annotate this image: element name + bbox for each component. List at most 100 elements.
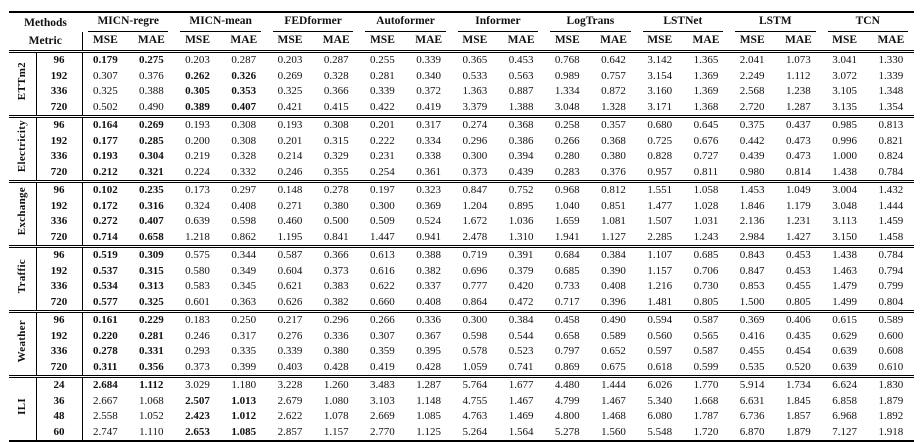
metric-header: MAE <box>507 34 535 46</box>
dataset-label-text: Traffic <box>15 259 28 294</box>
horizon-label: 48 <box>36 409 83 425</box>
horizon-label: 720 <box>36 99 83 117</box>
horizon-label: 96 <box>36 181 83 199</box>
method-label: LogTrans <box>550 13 631 32</box>
metric-header: MAE <box>137 34 165 46</box>
value-cell: 1.438 <box>832 165 857 178</box>
value-cell: 0.784 <box>878 165 904 178</box>
value-cell: 5.278 <box>554 425 580 438</box>
value-cell: 0.287 <box>323 54 349 66</box>
value-cell: 0.281 <box>370 69 395 82</box>
table-row: ETTm2 96 0.179 0.275 0.203 0.287 0.203 0.287 0.2… <box>9 51 914 117</box>
dataset-label-text: Weather <box>15 320 28 363</box>
value-cell: 2.770 <box>370 425 395 438</box>
value-cell: 0.203 <box>185 54 210 66</box>
value-cell: 0.197 <box>370 184 395 196</box>
value-cell: 0.321 <box>138 165 164 178</box>
value-cell: 1.892 <box>878 410 904 422</box>
value-cell: 0.805 <box>693 295 719 308</box>
value-cell: 1.477 <box>647 199 673 212</box>
value-cell: 0.394 <box>508 150 534 162</box>
value-cell: 0.382 <box>416 264 442 277</box>
value-cell: 0.864 <box>462 295 488 308</box>
value-cell: 0.435 <box>786 329 811 342</box>
value-cell: 3.105 <box>832 85 857 97</box>
value-cell: 0.388 <box>416 249 442 261</box>
value-cell: 0.502 <box>92 100 118 113</box>
value-cell: 0.616 <box>370 264 395 277</box>
table-row: 36 2.667 1.068 2.507 1.013 2.679 1.080 3.103 1.1… <box>9 393 914 409</box>
value-cell: 0.847 <box>739 264 765 277</box>
value-cell: 5.340 <box>647 394 673 407</box>
value-cell: 2.558 <box>92 410 118 422</box>
value-cell: 0.437 <box>786 119 811 131</box>
value-cell: 0.308 <box>231 134 257 147</box>
value-cell: 0.323 <box>416 184 442 196</box>
dataset-label-text: Electricity <box>15 120 28 173</box>
value-cell: 6.968 <box>832 410 857 422</box>
value-cell: 2.507 <box>185 394 210 407</box>
value-cell: 0.161 <box>92 314 118 326</box>
value-cell: 0.719 <box>462 249 488 261</box>
value-cell: 1.467 <box>508 394 534 407</box>
value-cell: 0.269 <box>277 69 303 82</box>
value-cell: 5.548 <box>647 425 673 438</box>
value-cell: 4.480 <box>554 379 580 391</box>
value-cell: 0.316 <box>138 199 164 212</box>
value-cell: 0.957 <box>647 165 673 178</box>
value-cell: 0.246 <box>185 329 210 342</box>
value-cell: 0.193 <box>277 119 303 131</box>
value-cell: 0.784 <box>878 249 904 261</box>
value-cell: 0.621 <box>277 280 303 292</box>
value-cell: 0.396 <box>601 295 626 308</box>
value-cell: 1.787 <box>693 410 719 422</box>
horizon-label: 36 <box>36 393 83 409</box>
value-cell: 1.564 <box>508 425 534 438</box>
value-cell: 1.110 <box>139 425 164 438</box>
value-cell: 0.599 <box>693 360 719 373</box>
value-cell: 1.085 <box>231 425 257 438</box>
value-cell: 0.324 <box>185 199 210 212</box>
value-cell: 0.768 <box>554 54 580 66</box>
value-cell: 0.408 <box>601 280 626 292</box>
horizon-label: 96 <box>36 51 83 69</box>
value-cell: 0.941 <box>416 230 442 243</box>
value-cell: 0.862 <box>231 230 257 243</box>
value-cell: 0.254 <box>370 165 395 178</box>
value-cell: 2.857 <box>277 425 303 438</box>
value-cell: 3.113 <box>832 215 857 227</box>
horizon-label: 192 <box>36 328 83 344</box>
value-cell: 1.453 <box>739 184 765 196</box>
value-cell: 1.845 <box>786 394 811 407</box>
value-cell: 0.380 <box>323 199 349 212</box>
metric-header: MSE <box>554 34 580 46</box>
value-cell: 0.235 <box>138 184 164 196</box>
value-cell: 0.220 <box>92 329 118 342</box>
value-cell: 0.777 <box>462 280 488 292</box>
horizon-label: 720 <box>36 164 83 182</box>
value-cell: 1.551 <box>647 184 673 196</box>
value-cell: 1.180 <box>231 379 257 391</box>
metric-header: MAE <box>784 34 812 46</box>
value-cell: 0.344 <box>231 249 257 261</box>
value-cell: 3.228 <box>277 379 303 391</box>
value-cell: 1.734 <box>786 379 811 391</box>
value-cell: 1.328 <box>601 100 626 113</box>
value-cell: 0.615 <box>832 314 857 326</box>
dataset-label-text: ETTm2 <box>15 62 28 101</box>
value-cell: 0.608 <box>878 345 904 357</box>
dataset-label: ETTm2 <box>9 51 37 117</box>
value-cell: 1.052 <box>138 410 164 422</box>
value-cell: 0.989 <box>554 69 580 82</box>
value-cell: 0.696 <box>462 264 488 277</box>
value-cell: 0.794 <box>878 264 904 277</box>
value-cell: 3.150 <box>832 230 857 243</box>
value-cell: 0.439 <box>508 165 534 178</box>
value-cell: 2.747 <box>92 425 118 438</box>
value-cell: 6.631 <box>739 394 765 407</box>
table-row: 720 0.212 0.321 0.224 0.332 0.246 0.355 0.254 0.… <box>9 164 914 182</box>
value-cell: 2.478 <box>462 230 488 243</box>
value-cell: 0.219 <box>185 150 210 162</box>
value-cell: 0.490 <box>138 100 164 113</box>
value-cell: 1.720 <box>693 425 719 438</box>
